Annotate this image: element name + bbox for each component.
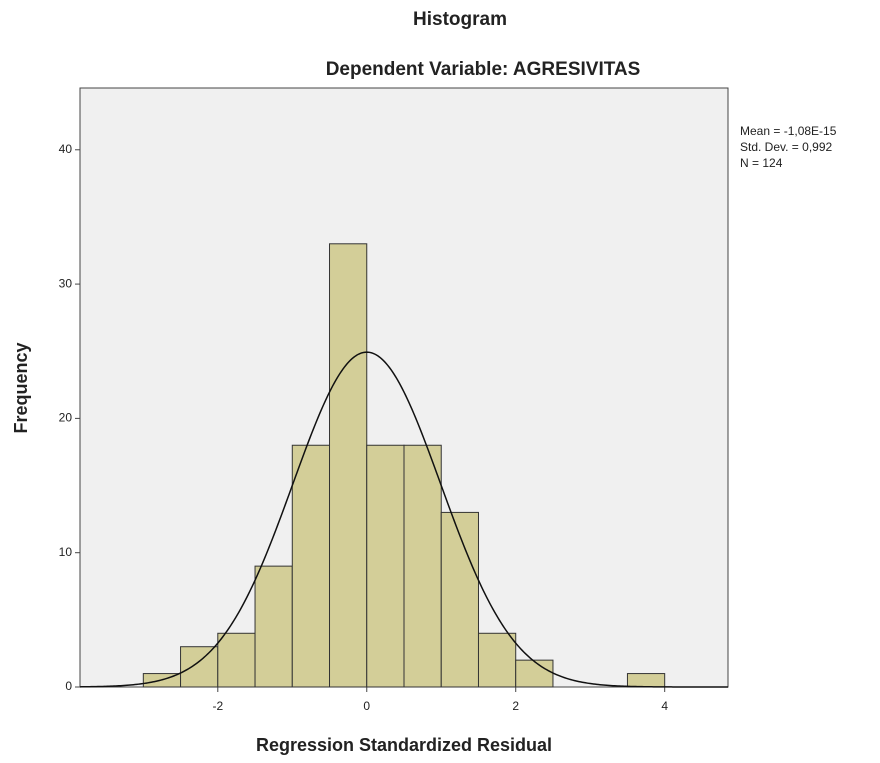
bar xyxy=(477,632,517,688)
x-axis-label: Regression Standardized Residual xyxy=(256,735,552,755)
y-axis-label: Frequency xyxy=(11,342,31,433)
x-tick-label: 0 xyxy=(363,699,370,713)
bar xyxy=(180,646,219,688)
x-tick-label: 2 xyxy=(512,699,519,713)
chart-title: Histogram xyxy=(413,9,507,30)
stat-label: N = 124 xyxy=(740,156,783,170)
y-tick-label: 30 xyxy=(59,276,73,290)
chart-subtitle: Dependent Variable: AGRESIVITAS xyxy=(326,59,641,80)
stat-label: Std. Dev. = 0,992 xyxy=(740,140,832,154)
bar xyxy=(626,673,666,688)
y-tick-label: 10 xyxy=(59,545,73,559)
x-tick-label: 4 xyxy=(661,699,668,713)
y-tick-label: 40 xyxy=(59,142,73,156)
y-tick-label: 20 xyxy=(59,411,73,425)
x-tick-label: -2 xyxy=(212,699,223,713)
bar xyxy=(329,243,368,688)
y-tick-label: 0 xyxy=(65,679,72,693)
bar xyxy=(254,565,293,688)
normal-curve xyxy=(79,351,728,688)
bar xyxy=(291,444,331,688)
bar xyxy=(366,444,405,688)
bar xyxy=(403,444,442,688)
bar xyxy=(515,659,554,688)
bar xyxy=(217,632,256,688)
bar xyxy=(440,511,479,688)
stat-label: Mean = -1,08E-15 xyxy=(740,124,837,138)
